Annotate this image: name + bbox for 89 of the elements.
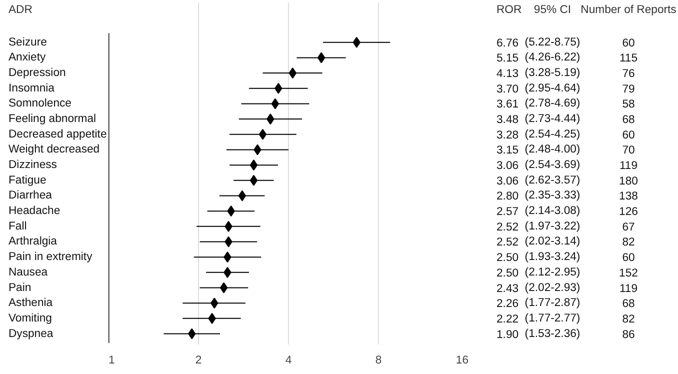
text: (2.95-4.64) (524, 82, 580, 94)
x-tick-label: 1 (108, 354, 115, 366)
y-tick-label: Dyspnea (8, 328, 54, 340)
y-tick-label: Nausea (8, 266, 48, 278)
y-tick-label: Dizziness (8, 159, 58, 172)
data-label: 2.50 (496, 252, 519, 264)
data-label: 2.52 (496, 221, 519, 234)
y-tick-label: Somnolence (8, 98, 72, 110)
text: (1.77-2.77) (524, 312, 580, 324)
text: 68 (622, 298, 635, 310)
text: 138 (619, 190, 638, 203)
text: 82 (622, 236, 635, 249)
data-label: 3.06 (496, 175, 519, 188)
y-tick-label: Decreased appetite (8, 128, 107, 140)
data-label: 1.90 (496, 328, 519, 341)
text: 126 (619, 206, 638, 218)
data-label: 2.57 (496, 206, 519, 218)
y-tick-label: Diarrhea (8, 190, 53, 202)
text: (2.48-4.00) (524, 144, 580, 156)
text: ROR (496, 4, 522, 16)
x-tick-label: 16 (456, 354, 469, 366)
text: 152 (619, 267, 638, 280)
data-label: 2.80 (496, 190, 519, 203)
x-tick-label: 8 (375, 354, 382, 366)
y-tick-label: Asthenia (8, 297, 54, 310)
y-tick-label: Fall (8, 220, 27, 232)
text: 58 (622, 98, 635, 111)
data-label: 2.50 (496, 267, 519, 280)
y-tick-label: Seizure (8, 36, 47, 48)
y-axis-title: ADR (8, 4, 32, 16)
text: (2.54-3.69) (524, 159, 580, 172)
text: 67 (622, 221, 635, 234)
data-label: 2.52 (496, 236, 519, 249)
text: (1.77-2.87) (524, 297, 580, 310)
text: (2.73-4.44) (524, 113, 580, 126)
text: (2.02-3.14) (524, 236, 580, 248)
y-tick-label: Depression (8, 67, 66, 80)
text: (2.02-2.93) (524, 282, 580, 294)
y-tick-label: Pain (8, 282, 32, 294)
text: 60 (622, 252, 635, 264)
data-label: 6.76 (496, 37, 519, 50)
text: 115 (619, 52, 638, 65)
data-label: 5.15 (496, 52, 519, 65)
data-label: 3.61 (496, 98, 519, 111)
data-label: 2.43 (496, 282, 519, 295)
text: (2.35-3.33) (524, 190, 580, 202)
text: 86 (622, 328, 635, 341)
data-label: 3.70 (496, 83, 519, 96)
y-tick-label: Headache (8, 205, 60, 218)
text: 60 (622, 129, 635, 142)
text: 180 (619, 175, 638, 188)
text: 68 (622, 114, 635, 126)
text: 82 (622, 313, 635, 326)
data-label: 3.28 (496, 129, 519, 142)
y-tick-label: Fatigue (8, 174, 46, 186)
text: (1.97-3.22) (524, 220, 580, 232)
text: (1.53-2.36) (524, 328, 580, 340)
text: (5.22-8.75) (524, 36, 580, 48)
y-tick-label: Weight decreased (8, 144, 100, 156)
text: 79 (622, 83, 635, 96)
y-tick-label: Vomiting (8, 312, 52, 324)
text: 76 (622, 68, 635, 80)
text: (2.12-2.95) (524, 266, 580, 278)
y-tick-label: Anxiety (8, 52, 46, 64)
text: 119 (619, 160, 638, 172)
data-label: 2.22 (496, 313, 519, 326)
text: (3.28-5.19) (524, 67, 580, 80)
data-label: 2.26 (496, 298, 519, 310)
y-tick-label: Insomnia (8, 82, 56, 94)
text: (4.26-6.22) (524, 52, 580, 64)
y-tick-label: Arthralgia (8, 236, 58, 248)
y-tick-label: Feeling abnormal (8, 113, 96, 126)
y-tick-label: Pain in extremity (8, 251, 93, 264)
data-label: 3.06 (496, 160, 519, 172)
text: (2.78-4.69) (524, 98, 580, 110)
text: 95% CI (534, 4, 572, 16)
text: 119 (619, 282, 638, 295)
x-tick-label: 4 (285, 354, 292, 366)
text: (2.14-3.08) (524, 205, 580, 218)
data-label: 4.13 (496, 68, 519, 80)
text: Number of Reports (580, 4, 677, 16)
text: 60 (622, 37, 635, 50)
text: 70 (622, 144, 635, 157)
text: (1.93-3.24) (524, 251, 580, 264)
x-tick-label: 2 (195, 354, 202, 366)
data-label: 3.48 (496, 114, 519, 126)
text: (2.54-4.25) (524, 128, 580, 140)
data-label: 3.15 (496, 144, 519, 157)
text: (2.62-3.57) (524, 174, 580, 186)
